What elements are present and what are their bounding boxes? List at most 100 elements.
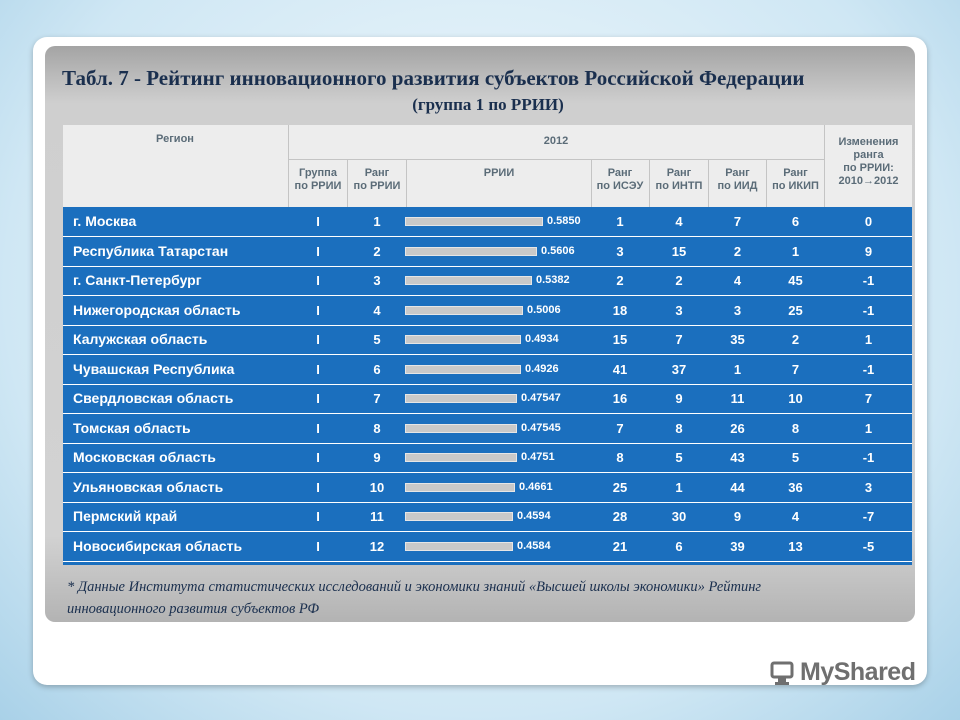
- cell-rrii: 0.5606: [541, 244, 575, 257]
- table-row: г. Москва I 1 1 4 7 6 0 0.5850: [63, 207, 912, 237]
- rrii-bar: [405, 423, 517, 433]
- cell-group: I: [316, 391, 320, 406]
- table-row: Новосибирская область I 12 21 6 39 13 -5 0.4584: [63, 532, 912, 562]
- slide-title: Табл. 7 - Рейтинг инновационного развити…: [62, 66, 805, 90]
- cell-rrii: 0.4594: [517, 510, 551, 522]
- cell-rrii: 0.5382: [536, 274, 570, 286]
- cell-rank: 6: [373, 361, 381, 377]
- cell-ikip: 25: [788, 302, 803, 318]
- cell-rrii: 0.5006: [527, 303, 561, 316]
- cell-group: I: [316, 538, 320, 554]
- rrii-bar: [405, 512, 513, 521]
- cell-region: г. Санкт-Петербург: [73, 272, 202, 288]
- cell-intp: 3: [675, 302, 683, 318]
- cell-group: I: [316, 450, 320, 465]
- watermark-text: MyShared: [800, 658, 916, 686]
- rating-table: Регион 2012 Группа по РРИИ Ранг по РРИИ …: [63, 125, 912, 565]
- header-rrii: РРИИ: [483, 167, 515, 179]
- cell-rank: 9: [373, 450, 381, 465]
- cell-group: I: [316, 332, 320, 347]
- rrii-bar: [405, 394, 517, 403]
- cell-group: I: [316, 479, 320, 495]
- cell-change: 1: [864, 420, 873, 436]
- cell-rrii: 0.4661: [519, 480, 553, 493]
- rrii-bar: [405, 364, 521, 374]
- rrii-bar: [405, 482, 515, 492]
- cell-intp: 30: [671, 509, 687, 524]
- rrii-bar: [405, 217, 543, 226]
- table-row: Республика Татарстан I 2 3 15 2 1 9 0.5606: [63, 237, 912, 267]
- cell-intp: 6: [675, 538, 683, 554]
- cell-rrii: 0.47545: [521, 421, 561, 434]
- cell-region: Томская область: [73, 419, 191, 436]
- cell-rrii: 0.4584: [517, 539, 551, 552]
- rrii-bar: [405, 276, 532, 285]
- cell-iid: 4: [733, 273, 742, 288]
- table-header: Регион 2012 Группа по РРИИ Ранг по РРИИ …: [63, 125, 912, 207]
- table-row: Пермский край I 11 28 30 9 4 -7 0.4594: [63, 502, 912, 532]
- cell-isau: 18: [612, 302, 628, 318]
- cell-change: 3: [864, 479, 873, 495]
- cell-region: Ульяновская область: [73, 478, 224, 495]
- cell-ikip: 1: [791, 243, 800, 259]
- cell-isau: 16: [612, 391, 628, 406]
- cell-intp: 4: [675, 214, 683, 229]
- cell-ikip: 6: [791, 214, 800, 229]
- cell-intp: 37: [671, 361, 687, 377]
- cell-iid: 39: [730, 538, 745, 554]
- cell-isau: 8: [616, 450, 624, 465]
- rrii-bar: [405, 453, 517, 462]
- header-year: 2012: [543, 135, 569, 147]
- cell-group: I: [316, 302, 320, 318]
- cell-rank: 7: [373, 391, 381, 406]
- cell-rrii: 0.4934: [525, 333, 559, 345]
- cell-rank: 10: [369, 479, 385, 495]
- cell-rank: 11: [370, 509, 384, 524]
- cell-rank: 12: [369, 538, 385, 554]
- cell-iid: 11: [730, 391, 745, 406]
- table-row: Калужская область I 5 15 7 35 2 1 0.4934: [63, 325, 912, 355]
- cell-change: -5: [862, 538, 875, 554]
- rrii-bar: [405, 541, 513, 551]
- cell-rank: 4: [373, 302, 381, 318]
- cell-isau: 21: [612, 538, 628, 554]
- cell-iid: 3: [733, 302, 742, 318]
- cell-ikip: 7: [791, 361, 800, 377]
- cell-isau: 15: [612, 332, 628, 347]
- cell-change: -7: [862, 509, 875, 524]
- cell-region: г. Москва: [73, 213, 137, 229]
- myshared-logo-icon: [770, 661, 794, 685]
- header-region: Регион: [156, 133, 194, 145]
- rrii-bar: [405, 335, 521, 344]
- cell-iid: 44: [730, 479, 745, 495]
- table-row: Нижегородская область I 4 18 3 3 25 -1 0.5006: [63, 296, 912, 326]
- table-row: Томская область I 8 7 8 26 8 1 0.47545: [63, 414, 912, 444]
- cell-iid: 35: [730, 332, 745, 347]
- cell-region: Новосибирская область: [73, 537, 243, 554]
- cell-group: I: [316, 509, 320, 524]
- cell-group: I: [316, 214, 320, 229]
- header-group: Группа по РРИИ: [294, 167, 342, 192]
- cell-change: -1: [862, 450, 875, 465]
- cell-region: Свердловская область: [73, 390, 234, 406]
- cell-region: Чувашская Республика: [73, 360, 235, 377]
- cell-group: I: [316, 243, 320, 259]
- cell-ikip: 5: [791, 450, 800, 465]
- cell-change: 1: [864, 332, 873, 347]
- footnote: * Данные Института статистических исслед…: [67, 579, 762, 617]
- cell-ikip: 4: [791, 509, 800, 524]
- cell-intp: 1: [675, 479, 683, 495]
- table-row: Чувашская Республика I 6 41 37 1 7 -1 0.4926: [63, 355, 912, 385]
- table-row: Свердловская область I 7 16 9 11 10 7 0.47547: [63, 384, 912, 414]
- cell-ikip: 10: [788, 391, 803, 406]
- cell-change: 0: [864, 214, 873, 229]
- header-rank: Ранг по РРИИ: [353, 167, 401, 192]
- table-body: г. Москва I 1 1 4 7 6 0 0.5850 Республика Татарст…: [63, 207, 912, 565]
- cell-rank: 8: [373, 420, 381, 436]
- cell-iid: 26: [730, 420, 745, 436]
- cell-rrii: 0.5850: [547, 215, 581, 227]
- header-change: Изменения ранга по РРИИ: 2010→2012: [838, 136, 899, 187]
- cell-intp: 15: [671, 243, 687, 259]
- cell-ikip: 8: [791, 420, 800, 436]
- cell-intp: 7: [675, 332, 683, 347]
